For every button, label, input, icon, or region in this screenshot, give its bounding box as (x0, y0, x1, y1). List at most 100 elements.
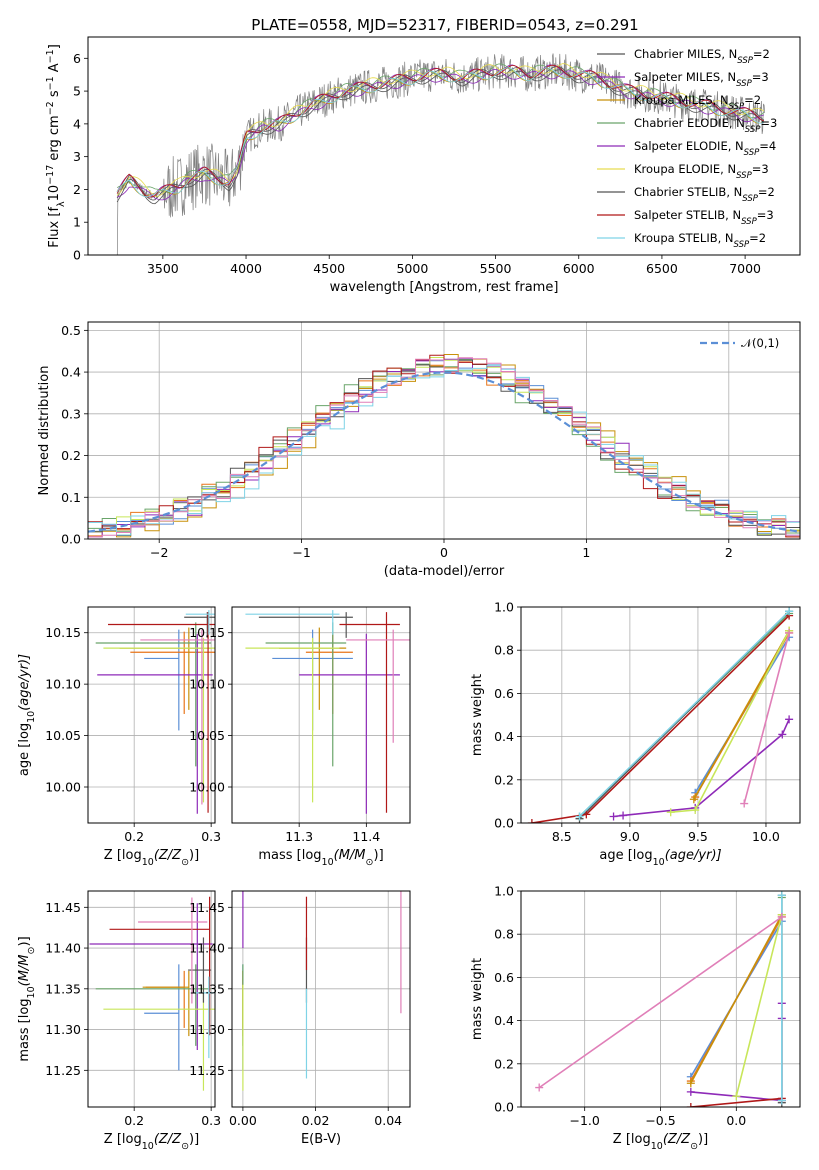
label-part: 10 (142, 1141, 154, 1152)
x-tick-label: −0.5 (645, 1113, 675, 1128)
label-part: 10 (26, 711, 37, 723)
errorbar-point (185, 610, 215, 635)
data-marker (609, 812, 618, 821)
y-tick-label: 1.0 (494, 600, 514, 615)
legend-entry: Chabrier ELODIE, NSSP=3 (634, 116, 777, 135)
y-tick-label: 0.4 (494, 1013, 514, 1028)
label-part: (Z/Z (154, 1132, 182, 1147)
label-part: )] (374, 848, 384, 863)
x-axis-label: wavelength [Angstrom, rest frame] (330, 280, 559, 295)
label-part: 10 (322, 857, 334, 868)
y-axis-label: Flux [fλ10−17 erg cm−2 s−1 A−1] (45, 44, 67, 248)
y-tick-label: 11.25 (45, 1063, 81, 1078)
data-marker (582, 810, 591, 819)
errorbar-point (346, 629, 410, 743)
weight-series (777, 891, 786, 1105)
x-tick-label: 5500 (480, 261, 512, 276)
legend-sub: SSP (734, 240, 750, 250)
x-tick-label: −1 (292, 545, 310, 560)
series-line (531, 615, 790, 823)
label-part: ⊙ (690, 1141, 698, 1152)
series-line (735, 914, 783, 1097)
legend-text: =3 (752, 162, 769, 176)
legend-entry: 𝒩(0,1) (741, 336, 779, 350)
y-axis-label: age [log10(age/yr)] (17, 654, 37, 776)
data-marker (666, 808, 675, 817)
y-tick-label: 2 (73, 182, 81, 197)
y-tick-label: 6 (73, 51, 81, 66)
y-tick-label: 0.5 (61, 323, 81, 338)
model-spectrum (116, 63, 765, 193)
data-marker (740, 799, 749, 808)
legend-entry: Kroupa STELIB, NSSP=2 (634, 231, 766, 250)
axes-frame (87, 606, 216, 824)
series-line (538, 916, 783, 1089)
label-part: s (47, 90, 62, 101)
label-part: 10 (651, 1141, 663, 1152)
legend-text: Kroupa MILES, N (634, 93, 729, 107)
label-part: mass [log (17, 998, 32, 1061)
label-part: λ (56, 201, 67, 207)
y-tick-label: 1.0 (494, 884, 514, 899)
data-marker (691, 806, 700, 815)
data-marker (619, 811, 628, 820)
x-tick-label: 4000 (230, 261, 262, 276)
y-tick-label: 0.2 (494, 772, 514, 787)
model-spectrum (116, 69, 765, 205)
panel-age-vs-mass: 11.3 11.4 10.00 10.05 10.10 10.15 mass [log10(… (189, 606, 411, 868)
legend-text: Salpeter STELIB, N (634, 208, 741, 222)
y-tick-label: 0.2 (61, 448, 81, 463)
x-tick-label: 9.5 (688, 829, 708, 844)
x-tick-label: −1.0 (570, 1113, 600, 1128)
legend-entry: Chabrier STELIB, NSSP=2 (634, 185, 775, 204)
x-tick-label: 9.0 (620, 829, 640, 844)
legend-sub: SSP (741, 217, 757, 227)
axes-frame (87, 321, 801, 540)
data-marker (777, 1096, 786, 1105)
axes-frame (520, 890, 801, 1108)
legend-text: =2 (749, 231, 766, 245)
weight-series (575, 607, 794, 821)
x-tick-label: 4500 (313, 261, 345, 276)
y-tick-label: 11.40 (45, 941, 81, 956)
axes-frame (87, 36, 801, 256)
legend-sub: SSP (737, 56, 753, 66)
errorbar-point (339, 612, 400, 813)
panel-weight-vs-Z: −1.0 −0.5 0.0 0.0 0.2 0.4 0.6 0.8 1.0 Z [log10(Z/… (470, 884, 801, 1152)
x-axis-label: E(B-V) (301, 1132, 341, 1147)
series-line (690, 914, 783, 1084)
label-part: )] (17, 936, 32, 946)
weight-series (535, 912, 786, 1092)
data-marker (686, 1087, 695, 1096)
y-tick-label: 0.2 (494, 1056, 514, 1071)
y-axis-label: mass weight (470, 674, 485, 756)
figure-title: PLATE=0558, MJD=52317, FIBERID=0543, z=0… (251, 16, 638, 34)
x-axis-label: Z [log10(Z/Z⊙)] (104, 1132, 199, 1152)
label-part: ⊙ (26, 947, 37, 955)
errorbar-point (144, 629, 180, 731)
legend-text: Salpeter ELODIE, N (634, 139, 744, 153)
label-part: 10 (26, 986, 37, 998)
x-tick-label: 0.2 (124, 829, 144, 844)
panel-spectrum: 3500 4000 4500 5000 5500 6000 6500 7000 0 1 2 3 4 5 6 w… (45, 36, 801, 295)
y-axis-label: mass [log10(M/M⊙)] (17, 936, 37, 1061)
panel-weight-vs-age: 8.5 9.0 9.5 10.0 0.0 0.2 0.4 0.6 0.8 1.0 age [log1… (470, 600, 801, 868)
legend-text: =4 (759, 139, 776, 153)
y-tick-label: 0.6 (494, 970, 514, 985)
residual-legend: 𝒩(0,1) (700, 336, 779, 350)
errorbar-point (144, 964, 180, 1071)
label-part: Z [log (104, 1132, 142, 1147)
weight-series (527, 611, 794, 823)
legend-text: Chabrier MILES, N (634, 47, 737, 61)
legend-text: Kroupa STELIB, N (634, 231, 734, 245)
x-tick-label: 6500 (646, 261, 678, 276)
axes-frame (231, 606, 411, 824)
label-part: −1 (45, 49, 56, 63)
errorbar-point (95, 622, 212, 767)
axes-frame (520, 606, 801, 824)
legend-entry: Salpeter STELIB, NSSP=3 (634, 208, 774, 227)
errorbar-point (130, 631, 215, 714)
errorbar-point (140, 629, 215, 805)
